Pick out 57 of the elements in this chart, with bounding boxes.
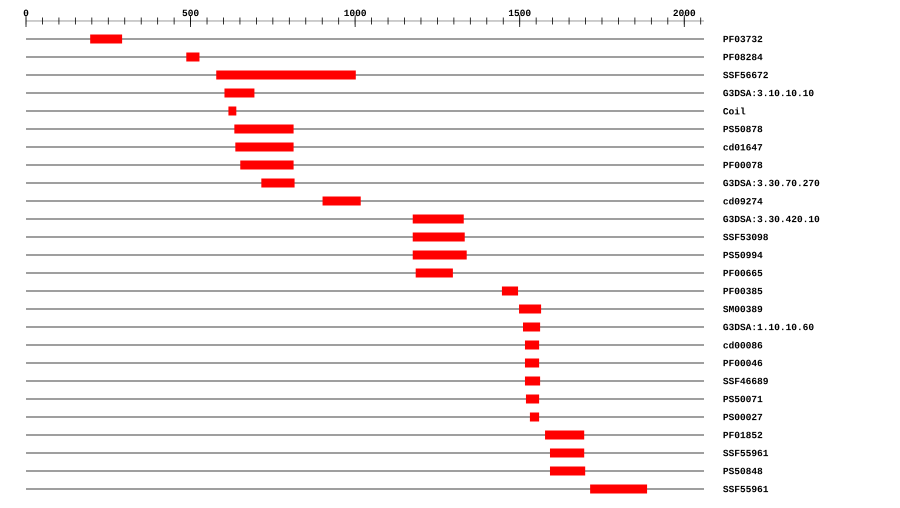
y-tick-label: PF00665 [724,270,762,276]
y-tick-label: SSF46689 [723,378,768,384]
bar [228,106,236,116]
y-tick-label: SSF55961 [723,486,768,492]
bar [519,304,542,314]
y-tick-label: cd01647 [723,143,762,150]
x-tick-label: 0 [24,10,28,16]
y-tick-label: PF01852 [724,432,762,438]
y-tick-label: G3DSA:3.30.70.270 [723,180,820,186]
bar [322,196,361,206]
y-tick-label: G3DSA:3.30.420.10 [723,216,820,222]
bar [261,178,295,188]
y-tick-label: SM00389 [723,306,762,312]
y-tick-label: G3DSA:3.10.10.10 [723,90,814,96]
y-tick-label: PF00046 [724,360,762,366]
y-tick-label: PF00385 [724,288,762,294]
bar [90,34,122,44]
bar [216,70,356,80]
x-tick-label: 500 [182,10,199,16]
bar [550,466,586,476]
bar [234,124,294,134]
bar [186,52,200,62]
bar [526,394,540,404]
bar [524,376,540,386]
bar [240,160,294,170]
y-tick-label: SSF53098 [723,234,768,240]
bar [412,250,467,260]
bar [522,322,540,332]
y-tick-label: PF08284 [724,54,762,60]
y-tick-label: SSF55961 [723,450,768,456]
bar [235,142,294,152]
bar [416,268,453,278]
y-tick-label: G3DSA:1.10.10.60 [723,324,814,330]
bar [412,214,464,224]
y-tick-label: PS50848 [724,468,762,474]
bar [590,484,648,494]
bar [412,232,465,242]
bar [545,430,584,440]
y-tick-label: SSF56672 [723,72,768,78]
bar [550,448,584,458]
bar [524,358,540,368]
x-tick-label: 1500 [508,10,531,16]
y-tick-label: PF00078 [724,162,762,168]
x-tick-label: 2000 [673,10,696,16]
y-tick-label: PS00027 [724,414,762,420]
y-tick-label: PS50994 [724,252,762,258]
y-tick-label: PF03732 [724,36,762,42]
y-tick-label: PS50878 [724,126,762,132]
bar [502,286,518,296]
y-tick-label: cd00086 [723,341,762,348]
bar [224,88,254,98]
y-tick-label: cd09274 [723,197,762,204]
bar [524,340,540,350]
y-tick-label: Coil [723,107,746,114]
x-tick-label: 1000 [344,10,366,16]
bar [530,412,540,422]
y-tick-label: PS50071 [724,396,762,402]
